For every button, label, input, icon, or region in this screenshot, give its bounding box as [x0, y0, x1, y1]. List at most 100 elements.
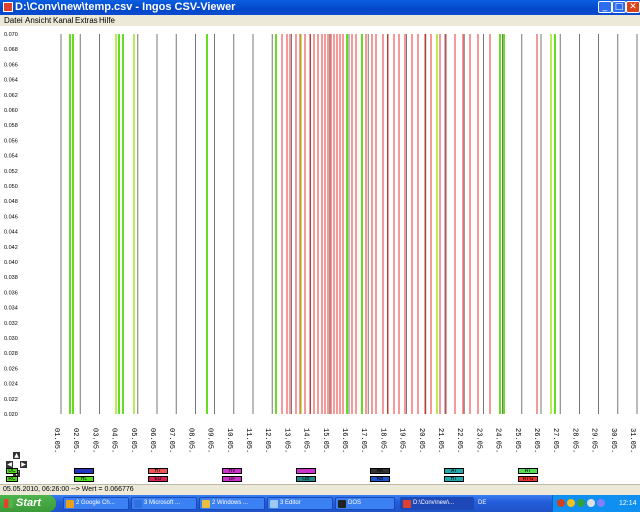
taskbar-label: DOS — [348, 500, 362, 506]
x-tick-label: 30.05. — [609, 428, 617, 453]
clock: 12:14 — [619, 500, 637, 507]
arrow-up-icon[interactable]: ▲ — [13, 452, 20, 459]
taskbar-button-chrome[interactable]: 2 Google Ch... — [63, 497, 129, 510]
y-tick-label: 0.048 — [4, 199, 18, 205]
y-tick-label: 0.026 — [4, 366, 18, 372]
x-tick-label: 17.05. — [359, 428, 367, 453]
x-tick-label: 14.05. — [302, 428, 310, 453]
taskbar-button-explorer[interactable]: 2 Windows ... — [199, 497, 265, 510]
app-icon — [3, 2, 13, 12]
x-tick-label: 04.05. — [110, 428, 118, 453]
x-tick-label: 28.05. — [570, 428, 578, 453]
x-tick-label: 13.05. — [282, 428, 290, 453]
channel-chip[interactable] — [74, 468, 94, 474]
y-tick-label: 0.040 — [4, 260, 18, 266]
tray-icon-5[interactable] — [597, 499, 605, 507]
tray-icon-4[interactable] — [587, 499, 595, 507]
channel-chip[interactable]: HT — [444, 476, 464, 482]
y-tick-label: 0.046 — [4, 214, 18, 220]
x-tick-label: 02.05. — [71, 428, 79, 453]
taskbar-button-word[interactable]: 3 Microsoft ... — [131, 497, 197, 510]
y-tick-label: 0.060 — [4, 108, 18, 114]
channel-chip[interactable]: AB — [370, 476, 390, 482]
channel-chip[interactable]: AT — [444, 468, 464, 474]
taskbar-label: 2 Google Ch... — [76, 500, 115, 506]
word-icon — [134, 500, 142, 508]
taskbar-button-editor[interactable]: 3 Editor — [267, 497, 333, 510]
channel-chip[interactable]: UF — [222, 476, 242, 482]
y-tick-label: 0.050 — [4, 184, 18, 190]
taskbar: Start 2 Google Ch... 3 Microsoft ... 2 W… — [0, 495, 640, 512]
menu-kanal[interactable]: Kanal — [53, 16, 74, 25]
language-indicator[interactable]: DE — [478, 500, 487, 506]
system-tray: 12:14 — [552, 495, 640, 512]
y-tick-label: 0.032 — [4, 321, 18, 327]
tray-icon-2[interactable] — [567, 499, 575, 507]
channel-chip[interactable]: RTG — [518, 476, 538, 482]
channel-chip[interactable]: DC — [6, 468, 18, 474]
close-button[interactable]: ✕ — [626, 1, 640, 13]
x-tick-label: 08.05. — [186, 428, 194, 453]
y-tick-label: 0.030 — [4, 336, 18, 342]
y-tick-label: 0.024 — [4, 382, 18, 388]
menu-hilfe[interactable]: Hilfe — [99, 16, 116, 25]
y-tick-label: 0.068 — [4, 47, 18, 53]
taskbar-button-csv-viewer[interactable]: D:\Conv\new\... — [400, 497, 474, 510]
taskbar-label: 3 Microsoft ... — [144, 500, 181, 506]
channel-chip[interactable]: OB — [296, 476, 316, 482]
channel-chip[interactable]: AK — [370, 468, 390, 474]
tray-icon-1[interactable] — [557, 499, 565, 507]
start-label: Start — [16, 497, 42, 509]
taskbar-label: D:\Conv\new\... — [413, 500, 455, 506]
channel-chip[interactable] — [296, 468, 316, 474]
minimize-button[interactable]: _ — [598, 1, 612, 13]
taskbar-label: 3 Editor — [280, 500, 301, 506]
channel-chip[interactable]: RC — [6, 476, 18, 482]
notepad-icon — [270, 500, 278, 508]
x-tick-label: 20.05. — [417, 428, 425, 453]
chart-canvas[interactable]: 0.070 0.068 0.066 0.064 0.062 0.060 0.058 0.056… — [0, 26, 640, 484]
y-tick-label: 0.062 — [4, 93, 18, 99]
x-tick-label: 07.05. — [167, 428, 175, 453]
y-tick-label: 0.036 — [4, 290, 18, 296]
window-title: D:\Conv\new\temp.csv - Ingos CSV-Viewer — [15, 1, 236, 13]
y-tick-label: 0.056 — [4, 138, 18, 144]
channel-chip[interactable]: HT — [148, 468, 168, 474]
y-tick-label: 0.034 — [4, 306, 18, 312]
channel-chip[interactable]: EU — [148, 476, 168, 482]
x-tick-label: 15.05. — [321, 428, 329, 453]
maximize-button[interactable]: □ — [612, 1, 626, 13]
csv-viewer-icon — [403, 500, 411, 508]
x-tick-label: 29.05. — [590, 428, 598, 453]
channel-chip[interactable]: RT — [518, 468, 538, 474]
x-tick-label: 11.05. — [244, 428, 252, 453]
x-tick-label: 24.05. — [494, 428, 502, 453]
tray-icon-3[interactable] — [577, 499, 585, 507]
x-tick-label: 31.05. — [628, 428, 636, 453]
x-tick-label: 19.05. — [398, 428, 406, 453]
x-tick-label: 10.05. — [225, 428, 233, 453]
x-tick-label: 27.05. — [551, 428, 559, 453]
chart-area[interactable]: 0.070 0.068 0.066 0.064 0.062 0.060 0.058 0.056… — [0, 26, 640, 484]
channel-chip[interactable]: HV — [222, 468, 242, 474]
arrow-right-icon[interactable]: ▶ — [20, 461, 27, 468]
taskbar-button-dos[interactable]: DOS — [335, 497, 395, 510]
y-tick-label: 0.070 — [4, 32, 18, 38]
x-tick-label: 09.05. — [206, 428, 214, 453]
channel-chip[interactable]: HL — [74, 476, 94, 482]
menu-ansicht[interactable]: Ansicht — [25, 16, 52, 25]
menu-extras[interactable]: Extras — [75, 16, 98, 25]
menu-bar: Datei Ansicht Kanal Extras Hilfe — [0, 15, 640, 26]
arrow-left-icon[interactable]: ◀ — [6, 461, 13, 468]
y-tick-label: 0.054 — [4, 154, 18, 160]
y-tick-label: 0.038 — [4, 275, 18, 281]
x-tick-label: 12.05. — [263, 428, 271, 453]
x-tick-label: 23.05. — [474, 428, 482, 453]
x-tick-label: 01.05. — [52, 428, 60, 453]
y-tick-label: 0.044 — [4, 230, 18, 236]
menu-datei[interactable]: Datei — [4, 16, 23, 25]
y-tick-label: 0.064 — [4, 78, 18, 84]
x-tick-label: 06.05. — [148, 428, 156, 453]
start-button[interactable]: Start — [0, 495, 56, 512]
x-tick-label: 03.05. — [90, 428, 98, 453]
